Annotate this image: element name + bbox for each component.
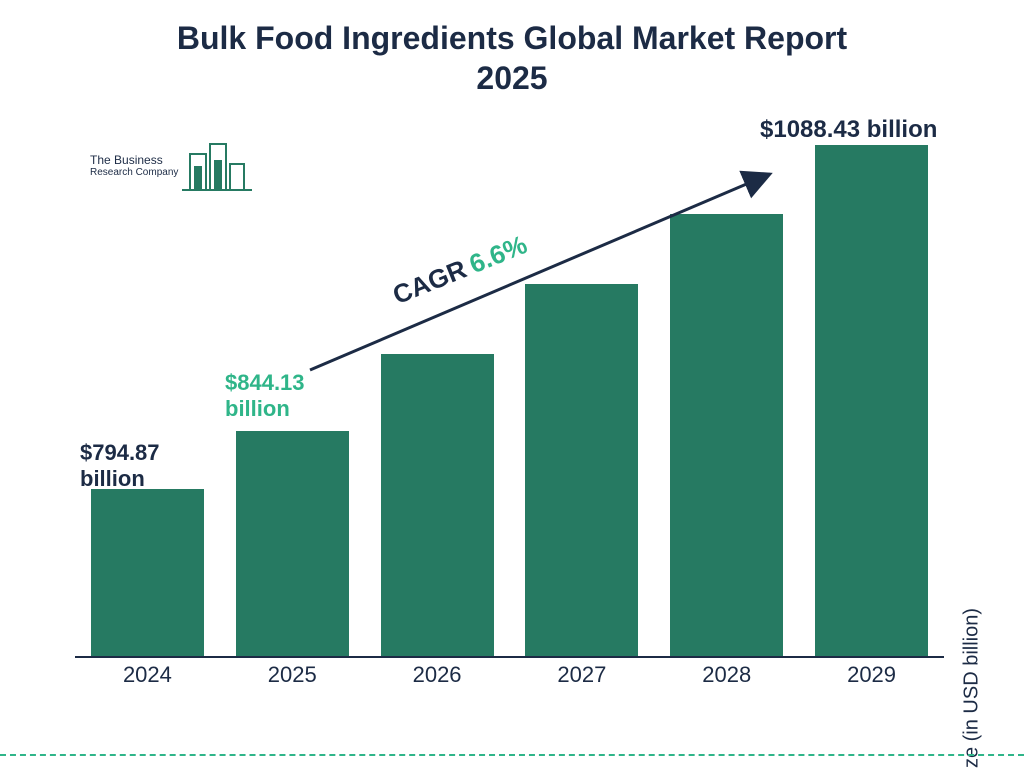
x-tick-label: 2027 xyxy=(509,662,654,696)
bar-cell xyxy=(654,120,799,658)
x-tick-label: 2028 xyxy=(654,662,799,696)
chart-title: Bulk Food Ingredients Global Market Repo… xyxy=(0,18,1024,98)
value-label-2024: $794.87 billion xyxy=(80,440,220,493)
y-axis-label: Market Size (in USD billion) xyxy=(961,608,984,768)
bar-cell xyxy=(509,120,654,658)
bar xyxy=(670,214,783,658)
bar xyxy=(815,145,928,658)
bar xyxy=(381,354,494,658)
value-label-2029: $1088.43 billion xyxy=(760,116,980,145)
bar-cell xyxy=(799,120,944,658)
bar xyxy=(91,489,204,658)
bottom-dashed-line xyxy=(0,754,1024,756)
value-label-2029-amount: $1088.43 billion xyxy=(760,116,937,143)
bars-row xyxy=(75,120,944,658)
value-label-2025-unit: billion xyxy=(225,396,290,421)
value-label-2025-amount: $844.13 xyxy=(225,370,305,395)
bar-cell xyxy=(365,120,510,658)
x-tick-label: 2024 xyxy=(75,662,220,696)
chart-container: Bulk Food Ingredients Global Market Repo… xyxy=(0,0,1024,768)
value-label-2024-unit: billion xyxy=(80,466,145,491)
title-line1: Bulk Food Ingredients Global Market Repo… xyxy=(177,20,847,56)
x-axis-line xyxy=(75,656,944,658)
plot-area xyxy=(75,120,944,658)
x-tick-label: 2025 xyxy=(220,662,365,696)
value-label-2025: $844.13 billion xyxy=(225,370,365,423)
chart-area: 202420252026202720282029 xyxy=(75,120,944,708)
x-tick-label: 2029 xyxy=(799,662,944,696)
value-label-2024-amount: $794.87 xyxy=(80,440,160,465)
bar xyxy=(525,284,638,658)
x-axis-labels: 202420252026202720282029 xyxy=(75,662,944,696)
bar xyxy=(236,431,349,658)
title-line2: 2025 xyxy=(476,60,547,96)
x-tick-label: 2026 xyxy=(365,662,510,696)
bar-cell xyxy=(75,120,220,658)
